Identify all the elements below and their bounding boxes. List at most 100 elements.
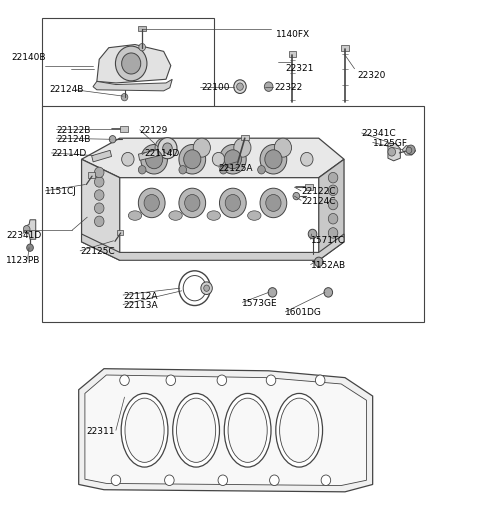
Text: 22321: 22321	[285, 63, 314, 72]
Circle shape	[158, 138, 177, 159]
Text: 22125A: 22125A	[218, 163, 253, 172]
Circle shape	[264, 82, 273, 92]
Bar	[42, 106, 424, 322]
Text: 22124B: 22124B	[49, 85, 84, 94]
Circle shape	[407, 145, 415, 154]
Circle shape	[144, 195, 159, 212]
Circle shape	[315, 375, 325, 386]
Circle shape	[179, 144, 205, 174]
Ellipse shape	[228, 398, 267, 462]
Circle shape	[111, 475, 120, 486]
Circle shape	[121, 152, 134, 166]
Circle shape	[95, 177, 104, 187]
Text: 22114D: 22114D	[51, 150, 87, 159]
Circle shape	[328, 214, 338, 224]
Circle shape	[218, 475, 228, 486]
Circle shape	[185, 195, 200, 212]
Ellipse shape	[280, 398, 319, 462]
Circle shape	[314, 257, 323, 267]
Text: 22125C: 22125C	[80, 248, 115, 257]
Circle shape	[217, 375, 227, 386]
Circle shape	[184, 150, 201, 169]
Polygon shape	[93, 79, 172, 91]
Circle shape	[145, 150, 163, 169]
Text: 1601DG: 1601DG	[285, 308, 322, 317]
Circle shape	[224, 150, 241, 169]
Ellipse shape	[276, 394, 323, 467]
Ellipse shape	[128, 211, 142, 220]
Circle shape	[24, 225, 30, 233]
Polygon shape	[92, 150, 111, 162]
Circle shape	[179, 166, 187, 174]
Text: 22129: 22129	[140, 126, 168, 135]
Ellipse shape	[224, 394, 271, 467]
Circle shape	[121, 94, 128, 101]
Bar	[305, 184, 312, 190]
Circle shape	[260, 144, 287, 174]
Bar	[117, 230, 123, 234]
Polygon shape	[85, 375, 366, 486]
Bar	[138, 25, 146, 31]
Circle shape	[270, 475, 279, 486]
Circle shape	[237, 83, 243, 90]
Circle shape	[388, 148, 396, 156]
Text: 22114D: 22114D	[144, 150, 180, 159]
Circle shape	[234, 138, 251, 157]
Circle shape	[201, 282, 212, 295]
Circle shape	[328, 185, 338, 196]
Bar	[341, 44, 349, 51]
Circle shape	[275, 138, 291, 157]
Circle shape	[121, 53, 141, 74]
Circle shape	[308, 229, 317, 239]
Text: 22140B: 22140B	[11, 53, 46, 62]
Text: 22320: 22320	[357, 70, 385, 79]
Circle shape	[212, 152, 225, 166]
Text: 22311: 22311	[86, 427, 115, 436]
Polygon shape	[319, 159, 344, 260]
Circle shape	[265, 150, 282, 169]
Polygon shape	[79, 369, 372, 492]
Ellipse shape	[177, 398, 216, 462]
Circle shape	[141, 144, 168, 174]
Text: 22113A: 22113A	[123, 301, 158, 310]
Circle shape	[138, 188, 165, 217]
Circle shape	[234, 80, 246, 94]
Circle shape	[258, 166, 265, 174]
Bar	[120, 126, 128, 132]
Polygon shape	[138, 150, 158, 160]
Circle shape	[163, 143, 172, 153]
Bar	[42, 18, 214, 107]
Circle shape	[95, 216, 104, 226]
Polygon shape	[82, 138, 344, 178]
Text: 22341C: 22341C	[362, 129, 396, 138]
Ellipse shape	[121, 394, 168, 467]
Ellipse shape	[173, 394, 219, 467]
Circle shape	[266, 375, 276, 386]
Text: 22122B: 22122B	[56, 126, 91, 135]
Polygon shape	[97, 44, 171, 83]
Circle shape	[266, 195, 281, 212]
Text: 22322: 22322	[275, 83, 302, 92]
Text: 1571TC: 1571TC	[311, 236, 345, 245]
Ellipse shape	[125, 398, 164, 462]
Circle shape	[324, 288, 333, 297]
Circle shape	[260, 188, 287, 217]
Ellipse shape	[207, 211, 220, 220]
Circle shape	[95, 203, 104, 214]
Circle shape	[268, 288, 277, 297]
Circle shape	[109, 135, 116, 143]
Bar	[88, 172, 95, 178]
Text: 22112A: 22112A	[123, 291, 157, 300]
Ellipse shape	[248, 211, 261, 220]
Text: 22100: 22100	[202, 83, 230, 92]
Circle shape	[138, 166, 146, 174]
Text: 22341D: 22341D	[6, 231, 41, 240]
Circle shape	[321, 475, 331, 486]
Circle shape	[328, 172, 338, 183]
Bar	[288, 51, 296, 57]
Circle shape	[300, 152, 313, 166]
Bar	[241, 134, 249, 140]
Circle shape	[120, 375, 129, 386]
Circle shape	[328, 227, 338, 238]
Circle shape	[406, 147, 412, 153]
